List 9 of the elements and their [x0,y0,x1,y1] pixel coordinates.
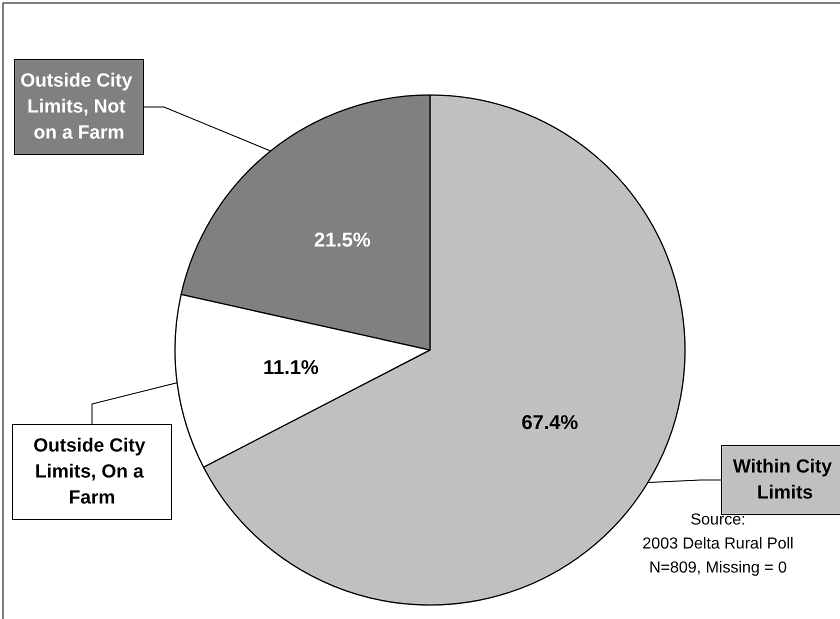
data-label: 11.1% [263,357,319,380]
slice-label: Within City Limits [732,456,838,504]
slice-label: Outside City Limits, On a Farm [33,436,151,508]
text: N=809, Missing = 0 [649,560,788,576]
text: 2003 Delta Rural Poll [642,536,794,552]
data-label: 67.4% [521,412,578,434]
data-label: 21.5% [314,230,371,252]
slice-label: Outside City Limits, Not on a Farm [20,70,138,144]
source-note: Source: [690,512,746,528]
